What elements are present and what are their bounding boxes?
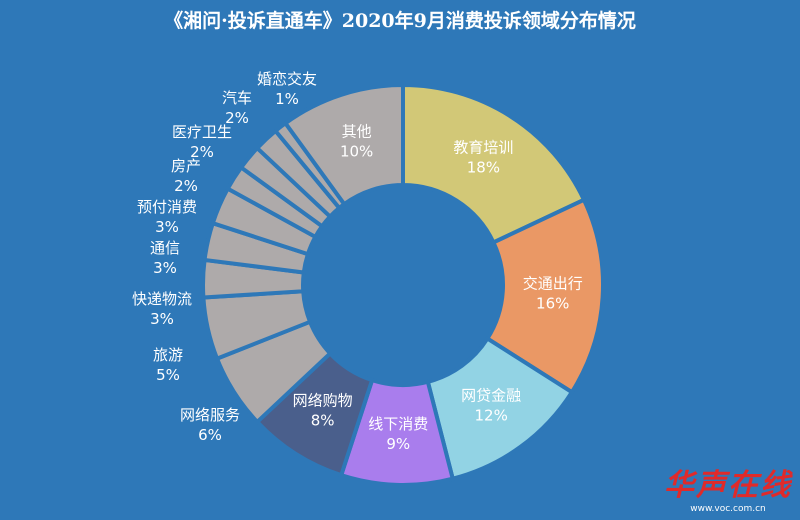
watermark-logo: 华声在线	[664, 468, 792, 503]
slice-category-label: 房产	[171, 157, 201, 175]
chart-title: 《湘问·投诉直通车》2020年9月消费投诉领域分布情况	[164, 10, 636, 32]
slice-percent-label: 9%	[386, 435, 410, 453]
slice-percent-label: 8%	[311, 412, 335, 430]
slice-category-label: 旅游	[153, 346, 183, 364]
slice-category-label: 线下消费	[368, 415, 428, 433]
slice-percent-label: 3%	[153, 259, 177, 277]
slice-percent-label: 3%	[150, 310, 174, 328]
slice-14	[282, 82, 405, 207]
slice-category-label: 医疗卫生	[172, 123, 232, 141]
slice-percent-label: 1%	[275, 90, 299, 108]
slice-percent-label: 2%	[190, 143, 214, 161]
slice-category-label: 网贷金融	[461, 386, 521, 404]
slice-category-label: 网络服务	[180, 406, 240, 424]
slice-category-label: 通信	[150, 239, 180, 257]
slice-percent-label: 2%	[174, 177, 198, 195]
slice-category-label: 汽车	[222, 89, 252, 107]
slice-0	[401, 82, 587, 246]
slice-percent-label: 5%	[156, 366, 180, 384]
watermark: 华声在线 www.voc.com.cn	[664, 460, 792, 514]
slice-category-label: 其他	[342, 122, 372, 140]
slice-category-label: 快递物流	[132, 290, 192, 308]
slice-category-label: 交通出行	[523, 274, 583, 292]
slice-category-label: 网络购物	[293, 392, 353, 410]
slice-1	[484, 197, 605, 395]
slice-category-label: 婚恋交友	[257, 70, 317, 88]
slice-percent-label: 18%	[467, 158, 500, 176]
slice-percent-label: 10%	[340, 142, 373, 160]
watermark-url: www.voc.com.cn	[690, 504, 766, 514]
slice-percent-label: 16%	[536, 294, 569, 312]
slice-percent-label: 6%	[198, 426, 222, 444]
slice-percent-label: 12%	[474, 406, 507, 424]
slice-percent-label: 2%	[225, 109, 249, 127]
slice-category-label: 教育培训	[453, 138, 513, 156]
slice-percent-label: 3%	[155, 218, 179, 236]
slice-category-label: 预付消费	[137, 198, 197, 216]
